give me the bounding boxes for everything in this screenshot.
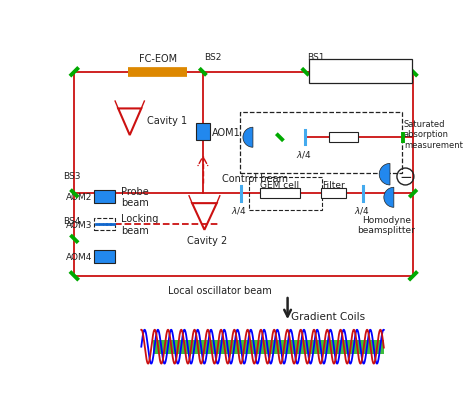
- Text: AOM4: AOM4: [65, 252, 92, 261]
- Text: BS2: BS2: [204, 53, 222, 62]
- Text: Locking
beam: Locking beam: [121, 214, 159, 235]
- FancyBboxPatch shape: [309, 59, 412, 84]
- Bar: [153, 340, 384, 354]
- Text: AOM3: AOM3: [65, 220, 92, 229]
- Text: Cavity 2: Cavity 2: [187, 235, 227, 245]
- FancyBboxPatch shape: [93, 251, 115, 263]
- Text: Cavity 1: Cavity 1: [147, 115, 188, 125]
- FancyBboxPatch shape: [321, 189, 346, 199]
- Text: Probe
beam: Probe beam: [121, 186, 149, 208]
- Wedge shape: [379, 164, 390, 185]
- Text: $\lambda/4$: $\lambda/4$: [354, 205, 369, 216]
- Wedge shape: [384, 188, 394, 208]
- FancyBboxPatch shape: [260, 189, 300, 199]
- FancyBboxPatch shape: [93, 191, 115, 203]
- Text: AOM1: AOM1: [212, 128, 241, 138]
- FancyBboxPatch shape: [93, 218, 115, 231]
- Text: FC-EOM: FC-EOM: [139, 53, 177, 63]
- Text: GEM cell: GEM cell: [260, 180, 300, 189]
- Text: BS3: BS3: [63, 171, 81, 180]
- Text: Control beam: Control beam: [222, 174, 288, 184]
- Text: Filter
cell: Filter cell: [322, 180, 345, 199]
- Text: Saturated
absorption
measurement: Saturated absorption measurement: [404, 119, 463, 149]
- Text: AOM2: AOM2: [65, 192, 92, 202]
- Text: $\lambda/4$: $\lambda/4$: [296, 149, 312, 159]
- Wedge shape: [243, 128, 253, 148]
- Text: BS4: BS4: [64, 216, 81, 225]
- FancyBboxPatch shape: [329, 133, 358, 143]
- Text: BS1: BS1: [307, 53, 324, 62]
- Text: Local oscillator beam: Local oscillator beam: [168, 285, 272, 295]
- Text: Ti:Sapph laser
Rb D1 line: Ti:Sapph laser Rb D1 line: [328, 62, 393, 81]
- FancyBboxPatch shape: [196, 124, 210, 141]
- Text: −: −: [399, 170, 412, 185]
- Text: Homodyne
beamsplitter: Homodyne beamsplitter: [357, 216, 415, 235]
- Text: Gradient Coils: Gradient Coils: [291, 311, 365, 321]
- Text: $\lambda/4$: $\lambda/4$: [231, 205, 247, 216]
